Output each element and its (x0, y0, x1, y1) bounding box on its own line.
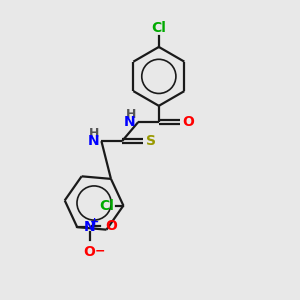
Text: +: + (90, 217, 100, 227)
Text: N: N (124, 115, 136, 129)
Text: O: O (84, 245, 95, 259)
Text: H: H (125, 108, 136, 121)
Text: Cl: Cl (99, 199, 114, 213)
Text: O: O (182, 115, 194, 129)
Text: H: H (89, 127, 99, 140)
Text: Cl: Cl (152, 21, 166, 34)
Text: −: − (95, 245, 105, 258)
Text: N: N (84, 220, 95, 234)
Text: O: O (105, 219, 117, 232)
Text: N: N (87, 134, 99, 148)
Text: S: S (146, 134, 156, 148)
